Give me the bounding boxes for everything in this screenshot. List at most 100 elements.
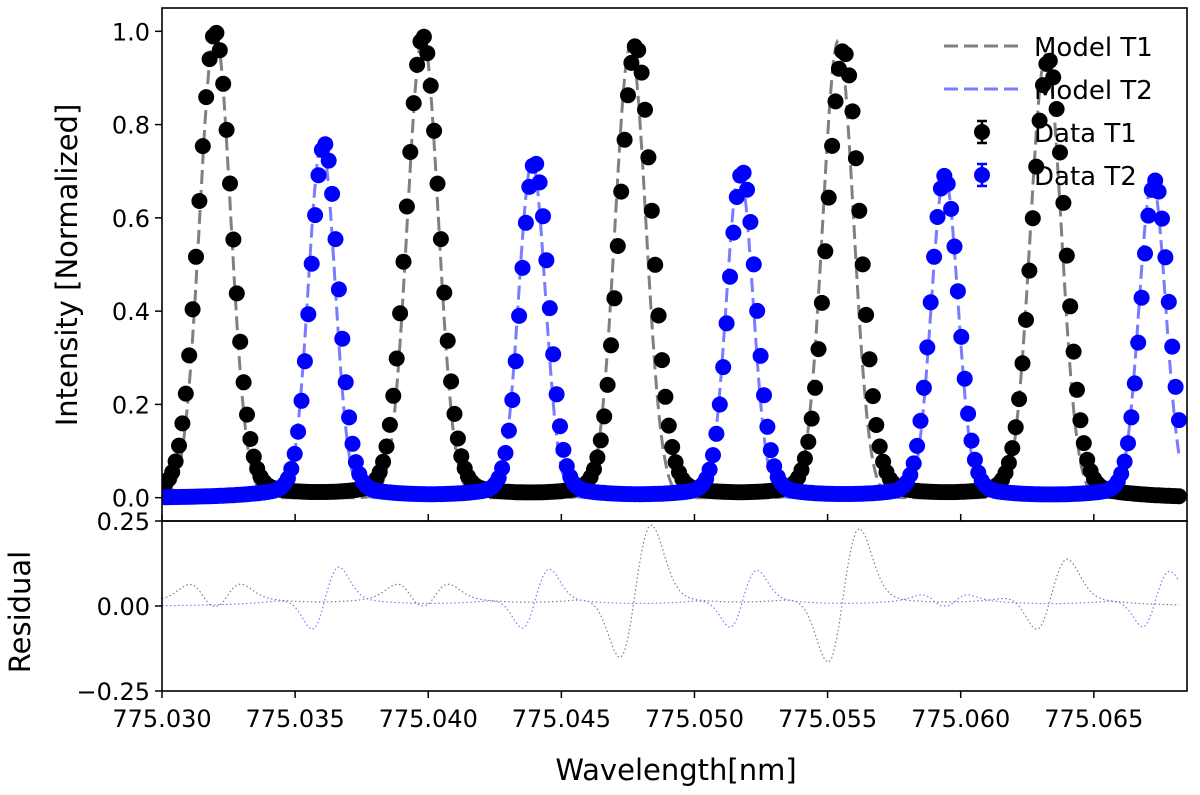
data-t1-point bbox=[864, 388, 881, 405]
data-t2-point bbox=[531, 174, 548, 191]
data-t1-point bbox=[1024, 210, 1041, 227]
legend-model-t2-label: Model T2 bbox=[1034, 76, 1153, 106]
data-t1-point bbox=[596, 408, 613, 425]
legend-data-t2-marker bbox=[974, 167, 990, 183]
data-t1-point bbox=[824, 137, 841, 154]
residual-y-tick-label: 0.00 bbox=[97, 593, 150, 621]
data-t1-point bbox=[1031, 112, 1048, 129]
data-t1-point bbox=[1045, 69, 1062, 86]
data-t2-point bbox=[943, 200, 960, 217]
data-t1-point bbox=[225, 231, 242, 248]
data-t2-point bbox=[514, 259, 531, 276]
data-t2-point bbox=[745, 256, 762, 273]
main-y-tick-label: 1.0 bbox=[112, 18, 150, 46]
data-t2-point bbox=[320, 152, 337, 169]
data-t1-point bbox=[640, 149, 657, 166]
data-t2-point bbox=[334, 330, 351, 347]
data-t1-point bbox=[1065, 343, 1082, 360]
data-t1-point bbox=[167, 453, 184, 470]
data-t1-point bbox=[1072, 412, 1089, 429]
data-t1-point bbox=[242, 431, 259, 447]
data-t2-point bbox=[341, 409, 358, 426]
data-t1-point bbox=[858, 306, 875, 323]
data-t2-point bbox=[538, 252, 555, 269]
data-t1-point bbox=[589, 449, 606, 466]
data-t1-point bbox=[375, 453, 392, 470]
data-t1-point bbox=[422, 77, 439, 94]
legend-model-t1-label: Model T1 bbox=[1034, 33, 1153, 63]
data-t2-point bbox=[929, 209, 946, 225]
data-t1-point bbox=[1048, 101, 1065, 117]
data-t1-point bbox=[198, 89, 215, 106]
data-t1-point bbox=[807, 379, 824, 396]
data-t2-point bbox=[517, 214, 534, 231]
data-t2-point bbox=[1150, 183, 1167, 200]
residual-y-tick-label: −0.25 bbox=[76, 678, 150, 706]
data-t1-point bbox=[208, 24, 225, 41]
data-t1-point bbox=[378, 438, 395, 455]
data-t2-point bbox=[711, 396, 728, 413]
data-t1-point bbox=[429, 175, 446, 192]
data-t2-point bbox=[953, 328, 970, 345]
data-t1-point bbox=[613, 183, 630, 200]
data-t1-point bbox=[796, 450, 813, 467]
data-t2-point bbox=[541, 300, 558, 317]
x-tick-label: 775.050 bbox=[645, 705, 744, 733]
data-t1-point bbox=[415, 28, 432, 45]
data-t2-point bbox=[963, 432, 980, 449]
data-t1-point bbox=[432, 231, 449, 248]
data-t1-point bbox=[181, 347, 198, 364]
data-t2-point bbox=[739, 181, 755, 198]
data-t2-point bbox=[500, 422, 517, 439]
data-t2-point bbox=[555, 441, 572, 458]
data-t1-point bbox=[1062, 298, 1079, 315]
data-t1-point bbox=[453, 448, 470, 465]
data-t2-point bbox=[1137, 245, 1153, 262]
data-t1-point bbox=[837, 46, 854, 63]
data-t1-point bbox=[1011, 391, 1028, 408]
residual-curves bbox=[162, 524, 1180, 663]
data-t2-point bbox=[701, 461, 718, 478]
data-t1-point bbox=[426, 122, 443, 139]
data-t1-point bbox=[409, 56, 426, 73]
data-t2-point bbox=[762, 442, 779, 459]
data-t2-point bbox=[283, 460, 300, 477]
data-t2-point bbox=[922, 294, 939, 311]
data-t2-point bbox=[735, 164, 752, 181]
main-y-axis-label: Intensity [Normalized] bbox=[50, 104, 84, 427]
data-t2-point bbox=[330, 281, 347, 298]
data-t2-point bbox=[752, 347, 769, 364]
data-t2-point bbox=[290, 423, 307, 440]
data-t1-point bbox=[844, 103, 861, 120]
data-t2-point bbox=[548, 386, 565, 403]
residual-t2-curve bbox=[162, 566, 1180, 631]
data-t2-point bbox=[507, 353, 524, 370]
data-t1-point bbox=[817, 243, 834, 260]
data-t1-point bbox=[633, 64, 650, 81]
x-tick-label: 775.030 bbox=[112, 705, 211, 733]
data-t2-point bbox=[293, 392, 310, 409]
data-t2-point bbox=[1113, 465, 1130, 482]
data-t2-point bbox=[1160, 293, 1177, 310]
data-t2-point bbox=[956, 370, 973, 387]
data-t2-point bbox=[535, 208, 551, 225]
data-t2-point bbox=[722, 268, 738, 285]
residual-y-ticks: 0.25 0.00 −0.25 bbox=[76, 508, 162, 706]
data-t1-point bbox=[436, 284, 453, 301]
data-t1-point bbox=[810, 341, 827, 358]
data-t1-point bbox=[1000, 454, 1017, 471]
data-t2-point bbox=[742, 214, 759, 230]
data-t1-point bbox=[398, 198, 415, 215]
data-t1-point bbox=[239, 406, 255, 423]
data-t2-point bbox=[1130, 334, 1147, 351]
data-t1-point bbox=[1075, 435, 1092, 452]
data-t1-point bbox=[171, 437, 187, 454]
x-tick-label: 775.065 bbox=[1044, 705, 1143, 733]
data-t1-point bbox=[1171, 488, 1187, 505]
data-t2-point bbox=[296, 353, 313, 370]
data-t2-point bbox=[759, 418, 776, 435]
data-t2-point bbox=[528, 155, 545, 172]
main-y-ticks: 0.0 0.2 0.4 0.6 0.8 1.0 bbox=[112, 18, 162, 513]
data-t1-point bbox=[851, 202, 868, 219]
x-tick-label: 775.040 bbox=[379, 705, 478, 733]
